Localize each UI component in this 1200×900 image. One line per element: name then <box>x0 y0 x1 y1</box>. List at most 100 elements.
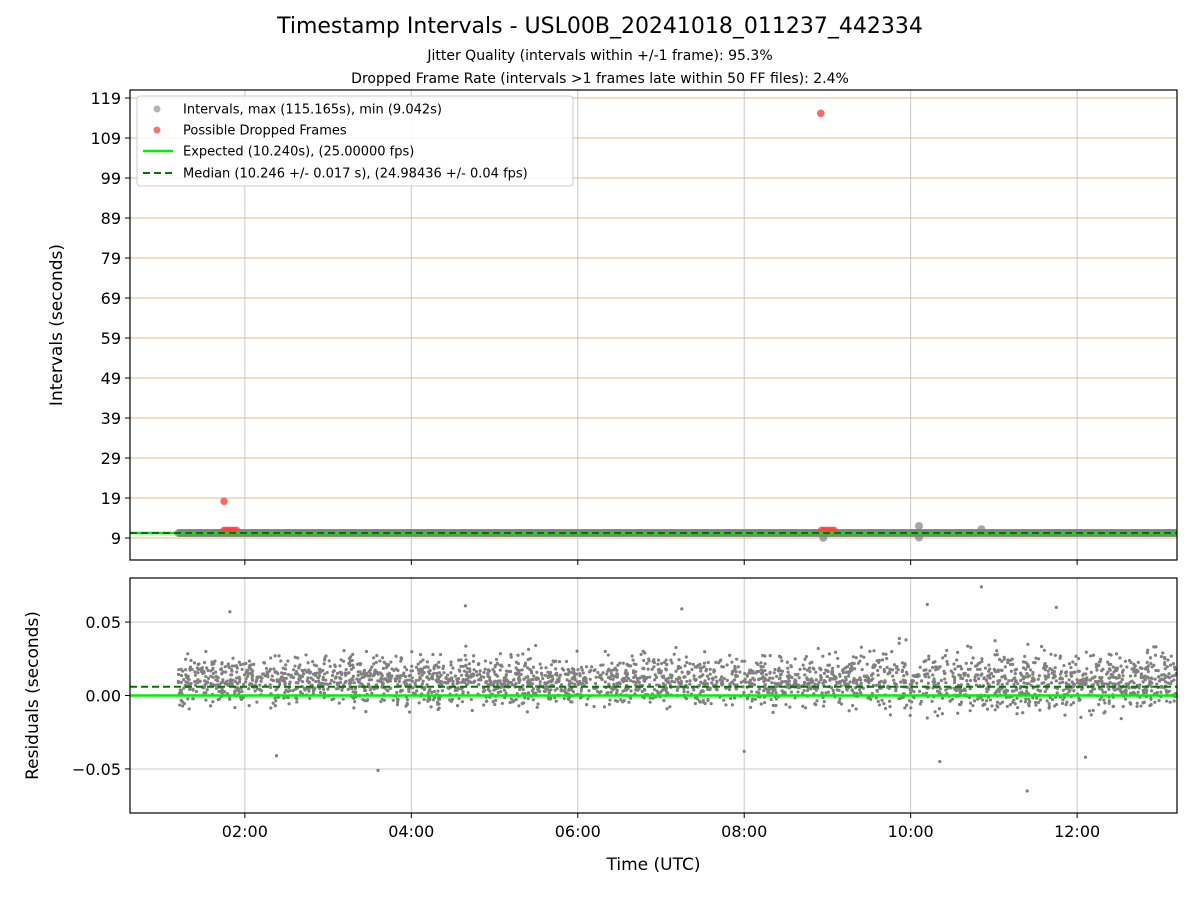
residual-point <box>432 671 436 675</box>
residual-point <box>891 674 895 678</box>
residual-point <box>674 645 678 650</box>
residual-point <box>193 673 198 677</box>
residual-point <box>675 688 679 693</box>
residual-point <box>680 670 684 674</box>
residual-point <box>415 689 419 693</box>
residual-point <box>532 691 536 695</box>
residual-point <box>930 665 935 670</box>
residual-point <box>706 687 710 691</box>
residual-point <box>549 697 553 701</box>
residual-point <box>176 672 181 677</box>
residual-point <box>220 661 224 665</box>
residual-point <box>897 697 901 701</box>
residual-point <box>483 659 488 663</box>
residual-point <box>831 688 835 693</box>
residual-point <box>1002 691 1007 695</box>
residual-point <box>395 690 399 695</box>
residual-point <box>510 683 514 687</box>
residual-point <box>868 649 872 653</box>
residual-point <box>634 680 638 684</box>
residual-point <box>902 674 906 678</box>
residual-point <box>558 673 562 677</box>
residual-point <box>395 674 399 678</box>
residual-point <box>451 666 455 670</box>
residual-point <box>209 674 213 678</box>
residual-point <box>335 683 339 687</box>
residual-point <box>997 687 1001 691</box>
residual-point <box>1049 652 1053 656</box>
residual-point <box>976 673 980 677</box>
residual-point <box>403 665 407 669</box>
residual-point <box>978 667 982 671</box>
residual-point <box>653 678 657 682</box>
residual-point <box>894 666 899 670</box>
residual-point <box>425 665 429 669</box>
residual-point <box>330 698 334 702</box>
residual-point <box>324 678 328 682</box>
residual-point <box>431 652 435 657</box>
residual-point <box>1157 675 1161 679</box>
residual-point <box>708 672 712 676</box>
residual-point <box>732 678 736 682</box>
residual-point <box>664 658 668 662</box>
residual-point <box>205 666 209 670</box>
residual-point <box>927 654 931 658</box>
residual-point <box>1043 689 1047 694</box>
residual-point <box>595 689 600 694</box>
residual-point <box>204 649 208 654</box>
residual-point <box>763 662 767 666</box>
residual-point <box>514 697 518 702</box>
residual-point <box>420 682 424 686</box>
residual-point <box>1136 660 1140 664</box>
residual-point <box>330 673 335 678</box>
residual-point <box>729 696 733 701</box>
residual-point <box>665 662 669 667</box>
residual-point <box>581 671 585 675</box>
residual-point <box>200 666 204 670</box>
residual-point <box>1091 653 1096 657</box>
residual-point <box>928 669 932 673</box>
residual-point <box>570 681 574 685</box>
residual-point <box>927 657 931 661</box>
residual-point <box>919 699 923 704</box>
residual-point <box>910 700 914 704</box>
residual-point <box>1089 713 1093 717</box>
residual-point <box>980 672 984 676</box>
residual-point <box>202 660 207 665</box>
residual-point <box>464 663 468 667</box>
residual-point <box>780 659 784 663</box>
residual-point <box>517 704 521 708</box>
residual-point <box>247 687 251 691</box>
residual-point <box>774 691 778 695</box>
residual-point <box>344 667 348 672</box>
residual-point <box>1037 674 1041 678</box>
residual-point <box>418 653 423 657</box>
residual-point <box>629 696 633 700</box>
residual-point <box>771 689 775 693</box>
residual-point <box>845 688 849 692</box>
residual-point <box>645 661 649 665</box>
residual-point <box>1019 673 1024 677</box>
residual-point <box>1133 674 1137 678</box>
residual-point <box>1103 690 1108 694</box>
residual-point <box>865 662 869 666</box>
residual-point <box>584 665 589 669</box>
residual-point <box>238 677 242 681</box>
residual-point <box>1064 687 1068 691</box>
residual-point <box>531 698 535 702</box>
residual-point <box>959 702 963 707</box>
residual-point <box>1027 674 1032 678</box>
residual-point <box>964 661 968 665</box>
residual-point <box>811 666 815 670</box>
residual-point <box>396 700 400 704</box>
residual-point <box>488 676 492 680</box>
residual-point <box>892 678 896 682</box>
residual-point <box>403 675 408 679</box>
residual-point <box>1030 679 1034 683</box>
residual-point <box>1079 715 1083 720</box>
residual-point <box>559 687 563 692</box>
residual-point <box>817 680 821 684</box>
residual-point <box>752 678 757 682</box>
residual-point <box>874 683 879 687</box>
residual-point <box>563 686 567 691</box>
